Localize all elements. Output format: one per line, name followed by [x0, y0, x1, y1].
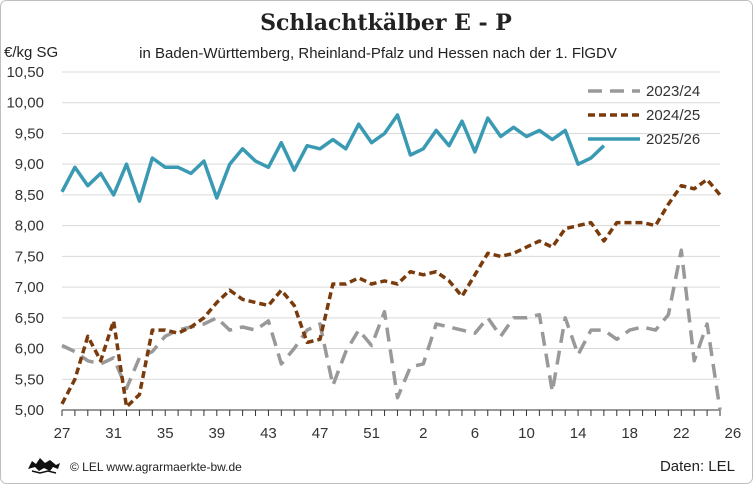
x-tick-label: 2: [419, 425, 427, 442]
x-tick-label: 6: [471, 425, 479, 442]
x-tick-label: 31: [105, 425, 122, 442]
series-lines: [60, 113, 722, 411]
y-tick-label: 8,00: [15, 218, 44, 235]
y-tick-label: 9,50: [15, 125, 44, 142]
series-line-2024/25: [60, 177, 722, 409]
y-tick-label: 8,50: [15, 187, 44, 204]
legend-label: 2023/24: [646, 83, 700, 100]
y-tick-label: 7,50: [15, 248, 44, 265]
x-tick-label: 22: [673, 425, 690, 442]
y-tick-label: 7,00: [15, 279, 44, 296]
footer-source: Daten: LEL: [660, 458, 735, 475]
series-line-2025/26: [60, 113, 606, 203]
y-axis-ticks: 5,00 5,50 6,00 6,50 7,00 7,50 8,00 8,50 9,00 9,50…: [6, 64, 44, 419]
y-tick-label: 5,50: [15, 371, 44, 388]
x-tick-label: 47: [312, 425, 329, 442]
y-tick-label: 6,50: [15, 310, 44, 327]
chart-title: Schlachtkälber E - P: [260, 10, 512, 36]
y-tick-label: 10,50: [6, 64, 44, 81]
y-tick-label: 10,00: [6, 95, 44, 112]
legend-label: 2025/26: [646, 131, 700, 148]
y-tick-label: 6,00: [15, 341, 44, 358]
x-axis-ticks: 27 31 35 39 43 47 51 2 6 10 14 18 22 26: [54, 410, 742, 442]
x-tick-label: 27: [54, 425, 71, 442]
lion-crest-icon: [28, 458, 60, 474]
gridlines: [62, 71, 720, 411]
x-tick-label: 51: [363, 425, 380, 442]
y-tick-label: 5,00: [15, 402, 44, 419]
x-tick-label: 14: [570, 425, 587, 442]
x-tick-label: 26: [725, 425, 742, 442]
chart-subtitle: in Baden-Württemberg, Rheinland-Pfalz un…: [139, 45, 617, 62]
legend-label: 2024/25: [646, 107, 700, 124]
x-tick-label: 10: [518, 425, 535, 442]
legend: 2023/24 2024/25 2025/26: [588, 83, 700, 148]
y-axis-label: €/kg SG: [4, 44, 58, 61]
x-tick-label: 35: [157, 425, 174, 442]
x-tick-label: 39: [208, 425, 225, 442]
x-tick-label: 43: [260, 425, 277, 442]
y-tick-label: 9,00: [15, 156, 44, 173]
footer-credit: © LEL www.agrarmaerkte-bw.de: [70, 460, 242, 474]
x-tick-label: 18: [621, 425, 638, 442]
